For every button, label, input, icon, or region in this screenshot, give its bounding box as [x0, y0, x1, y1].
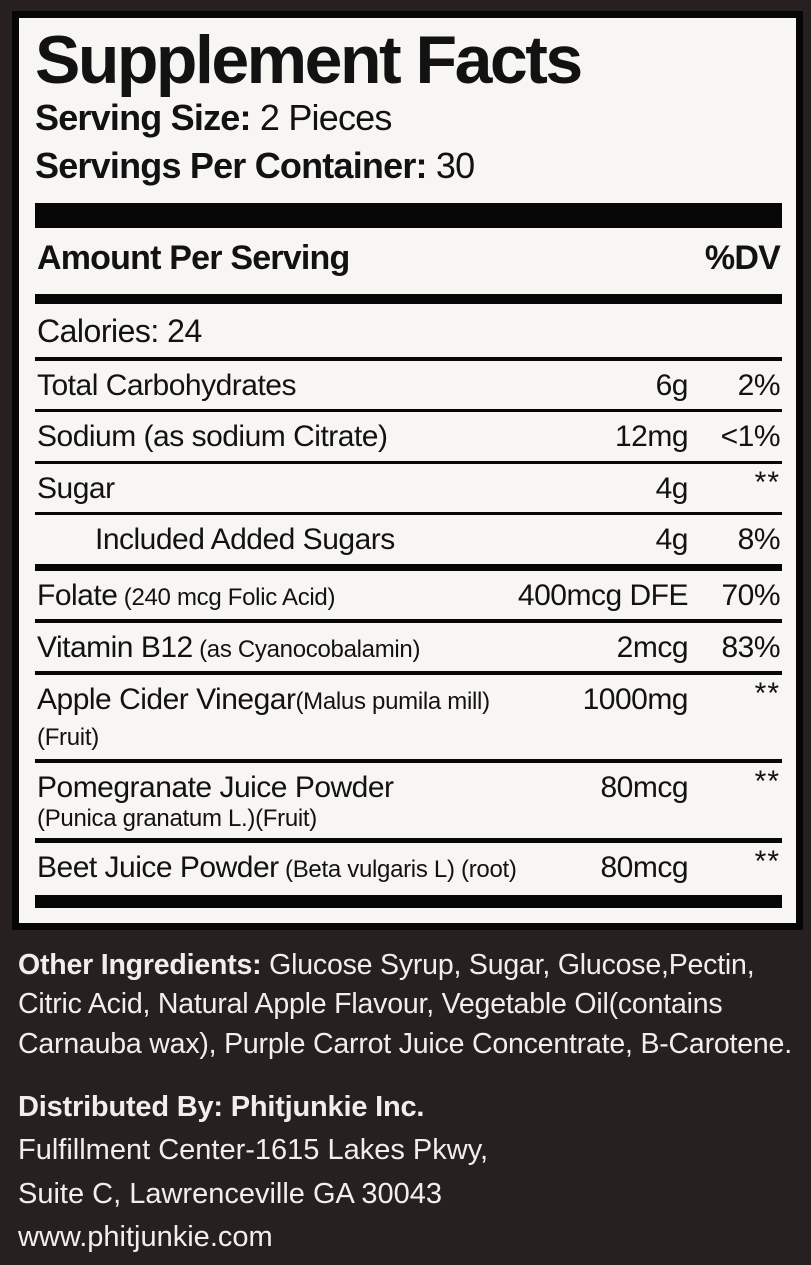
supplement-facts-panel: Supplement Facts Serving Size: 2 Pieces …: [12, 11, 803, 930]
nutrient-amount: 4g: [655, 523, 689, 557]
address-line-1: Fulfillment Center-1615 Lakes Pkwy,: [18, 1134, 489, 1167]
table-row: Pomegranate Juice Powder (Punica granatum…: [35, 763, 782, 843]
website-text: www.phitjunkie.com: [18, 1221, 273, 1254]
distributor-block: Distributed By: Phitjunkie Inc. Fulfillm…: [18, 1086, 793, 1265]
servings-per-container-line: Servings Per Container: 30: [35, 142, 782, 190]
nutrient-amount: 1000mg: [582, 683, 689, 717]
nutrient-dv: **: [754, 844, 780, 878]
nutrient-note: (Beta vulgaris L) (root): [278, 855, 517, 883]
table-row: Apple Cider Vinegar(Malus pumila mill)(F…: [35, 675, 782, 764]
nutrient-amount: 2mcg: [616, 630, 689, 664]
divider-bar-header: [35, 294, 782, 305]
nutrient-name: Pomegranate Juice Powder: [37, 771, 394, 805]
nutrient-note: (as Cyanocobalamin): [192, 635, 421, 663]
nutrient-name: Total Carbohydrates: [37, 369, 296, 403]
other-ingredients: Other Ingredients: Glucose Syrup, Sugar,…: [18, 946, 793, 1064]
page-title: Supplement Facts: [35, 22, 583, 98]
calories-row: Calories: 24: [35, 304, 782, 362]
nutrient-amount: 12mg: [614, 420, 689, 454]
lower-dark-section: Other Ingredients: Glucose Syrup, Sugar,…: [0, 930, 811, 1265]
nutrient-name: Vitamin B12: [37, 630, 193, 664]
table-row: Beet Juice Powder (Beta vulgaris L) (roo…: [35, 843, 782, 891]
nutrient-name: Included Added Sugars: [95, 523, 395, 557]
table-row: Vitamin B12 (as Cyanocobalamin) 2mcg 83%: [35, 623, 782, 676]
table-row: Folate (240 mcg Folic Acid) 400mcg DFE 7…: [35, 571, 782, 623]
address-line-2: Suite C, Lawrenceville GA 30043: [18, 1177, 442, 1210]
footnotes: *Percent Daily Value is based on a 2,000…: [35, 908, 782, 923]
servings-per-container-value: 30: [426, 144, 475, 186]
serving-size-label: Serving Size:: [35, 97, 251, 138]
nutrient-name: Sugar: [37, 471, 115, 505]
calories-value: 24: [158, 313, 202, 350]
phone-number: 770-526-2898: [18, 1260, 793, 1265]
nutrient-note: (Malus pumila mill)(Fruit): [37, 688, 490, 751]
nutrient-dv: 8%: [737, 523, 781, 557]
nutrient-dv: 70%: [721, 578, 780, 612]
nutrient-name: Sodium (as sodium Citrate): [37, 420, 388, 454]
table-row: Total Carbohydrates 6g 2%: [35, 361, 782, 413]
amount-per-serving-header: Amount Per Serving: [37, 239, 350, 278]
nutrient-amount: 80mcg: [600, 850, 688, 884]
table-row: Sodium (as sodium Citrate) 12mg <1%: [35, 412, 782, 464]
divider-bar-bottom: [35, 895, 782, 909]
nutrient-name: Folate: [37, 578, 118, 612]
nutrient-name: Beet Juice Powder: [37, 850, 279, 884]
nutrient-dv: **: [754, 677, 780, 711]
serving-size-line: Serving Size: 2 Pieces: [35, 94, 782, 142]
nutrient-name: Apple Cider Vinegar: [37, 683, 296, 717]
other-ingredients-text: Glucose Syrup, Sugar, Glucose,Pectin, Ci…: [18, 949, 792, 1060]
nutrient-sub-note: (Punica granatum L.)(Fruit): [37, 804, 317, 832]
distributed-by-line: Distributed By: Phitjunkie Inc.: [18, 1090, 425, 1123]
nutrient-dv: **: [754, 465, 780, 499]
nutrient-amount: 4g: [655, 471, 689, 505]
table-row: Sugar 4g **: [35, 464, 782, 516]
column-header-row: Amount Per Serving %DV: [35, 228, 782, 288]
divider-bar-top: [35, 203, 782, 229]
nutrient-dv: **: [754, 765, 780, 799]
nutrient-amount: 80mcg: [600, 771, 688, 805]
nutrient-note: (240 mcg Folic Acid): [117, 583, 336, 611]
nutrient-amount: 400mcg DFE: [517, 578, 689, 612]
nutrient-dv: 2%: [737, 369, 781, 403]
serving-size-value: 2 Pieces: [250, 97, 393, 138]
nutrient-amount: 6g: [655, 369, 689, 403]
servings-per-container-label: Servings Per Container:: [35, 144, 428, 186]
table-row: Included Added Sugars 4g 8%: [35, 515, 782, 571]
dv-header: %DV: [704, 239, 781, 278]
nutrient-dv: <1%: [720, 420, 781, 454]
calories-label: Calories:: [37, 313, 159, 350]
nutrient-dv: 83%: [721, 630, 780, 664]
footnote-percent-dv: *Percent Daily Value is based on a 2,000…: [37, 918, 780, 923]
other-ingredients-label: Other Ingredients:: [18, 949, 262, 981]
